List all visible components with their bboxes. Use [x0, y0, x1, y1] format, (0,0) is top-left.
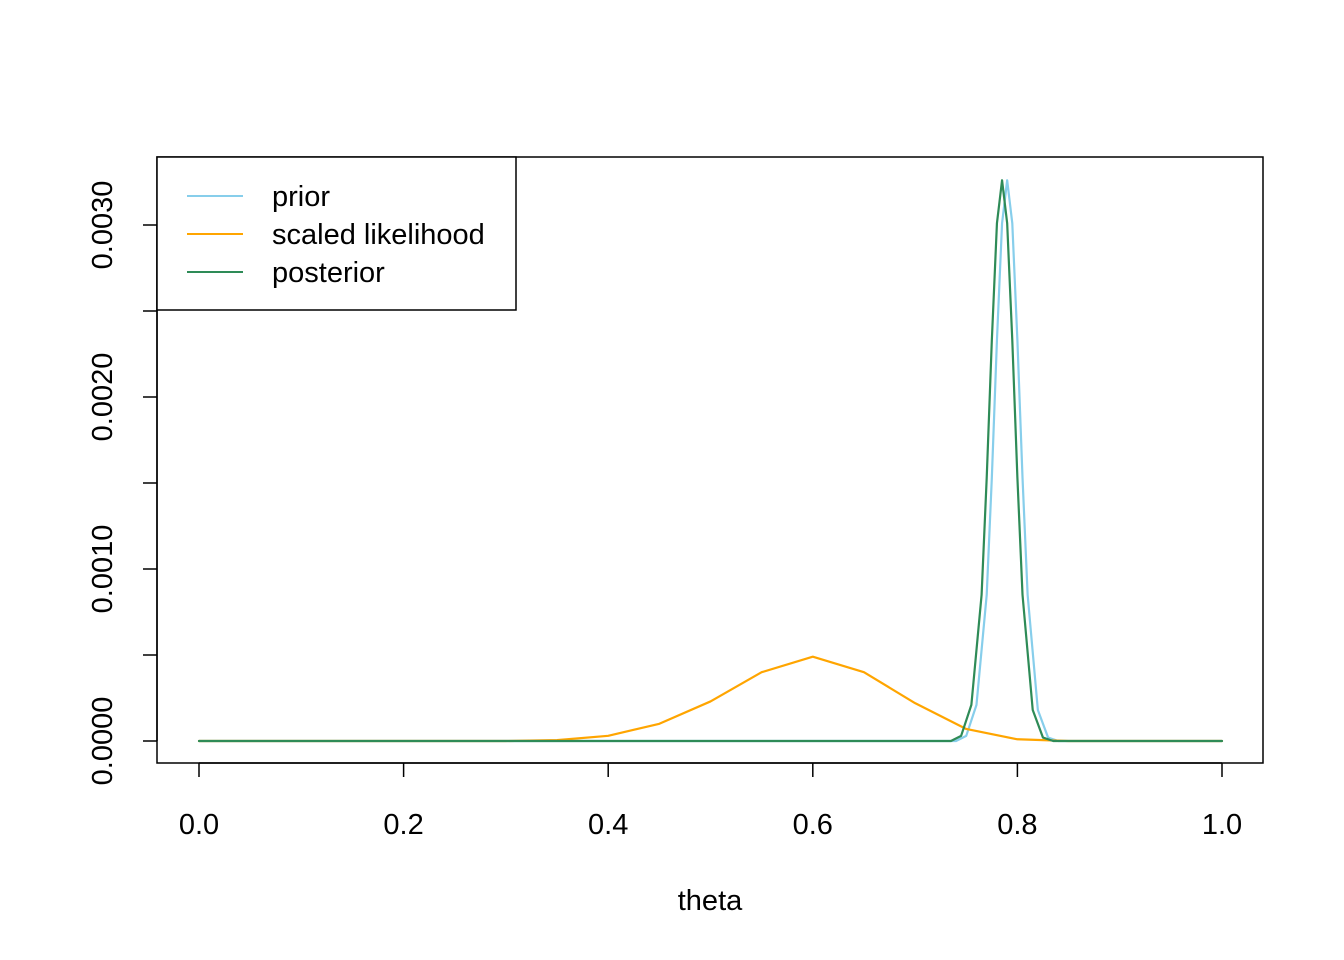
- legend-label: scaled likelihood: [272, 219, 485, 251]
- x-axis: 0.0 0.2 0.4 0.6 0.8 1.0: [179, 762, 1242, 841]
- y-tick-label: 0.0030: [87, 181, 119, 270]
- x-tick-label: 0.0: [179, 809, 219, 841]
- series-line-prior: [197, 179, 1224, 743]
- legend: prior scaled likelihood posterior: [156, 156, 517, 311]
- x-tick-label: 1.0: [1202, 809, 1242, 841]
- series-line-posterior: [197, 179, 1224, 743]
- y-tick-label: 0.0010: [87, 525, 119, 614]
- series-line-scaled-likelihood: [197, 655, 1224, 743]
- legend-label: prior: [272, 181, 330, 213]
- x-axis-label: theta: [678, 885, 743, 917]
- x-tick-label: 0.4: [588, 809, 628, 841]
- x-tick-label: 0.8: [997, 809, 1037, 841]
- legend-label: posterior: [272, 257, 385, 289]
- x-tick-label: 0.6: [793, 809, 833, 841]
- y-tick-label: 0.0000: [87, 697, 119, 786]
- y-axis: 0.0000 0.0010 0.0020 0.0030: [87, 181, 158, 786]
- y-tick-label: 0.0020: [87, 353, 119, 442]
- series-layer: [197, 179, 1224, 743]
- x-tick-label: 0.2: [383, 809, 423, 841]
